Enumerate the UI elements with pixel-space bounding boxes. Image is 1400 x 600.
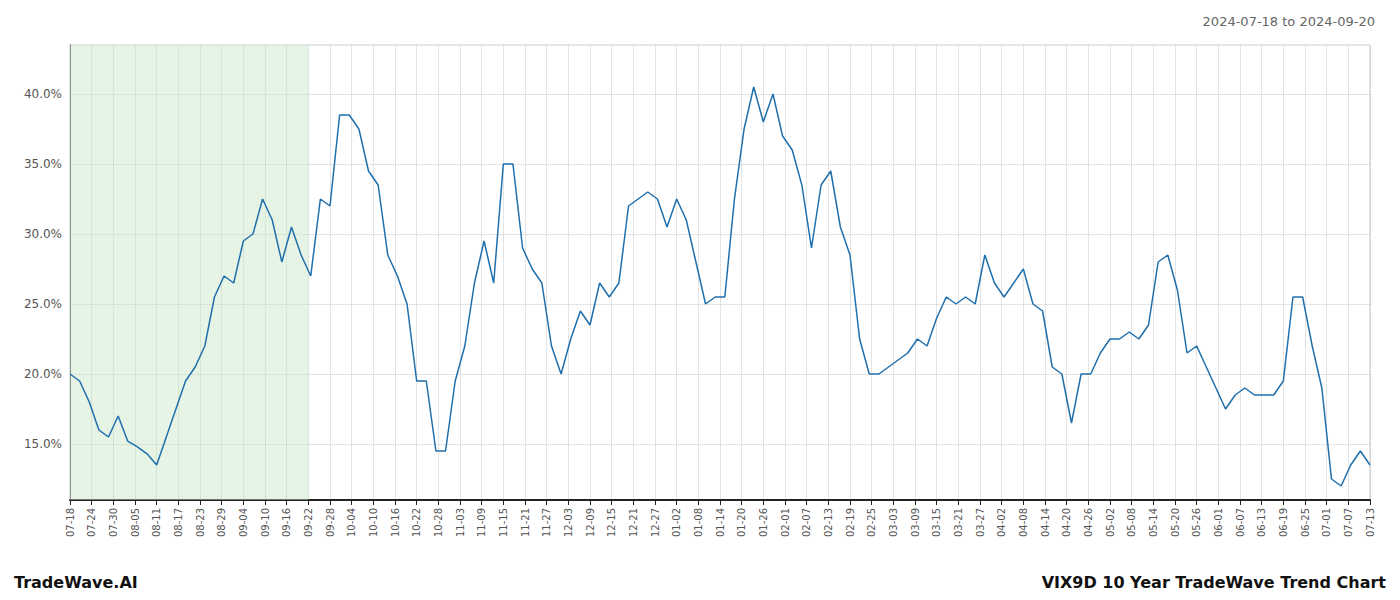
svg-text:09-28: 09-28	[325, 508, 336, 537]
svg-text:07-07: 07-07	[1343, 508, 1354, 537]
svg-text:12-21: 12-21	[628, 508, 639, 537]
svg-text:05-14: 05-14	[1148, 508, 1159, 537]
svg-text:07-18: 07-18	[65, 508, 76, 537]
svg-text:11-27: 11-27	[541, 508, 552, 537]
svg-text:01-02: 01-02	[671, 508, 682, 537]
svg-text:11-15: 11-15	[498, 508, 509, 537]
svg-text:11-21: 11-21	[520, 508, 531, 537]
svg-text:12-15: 12-15	[606, 508, 617, 537]
svg-text:10-04: 10-04	[346, 508, 357, 537]
svg-text:08-17: 08-17	[173, 508, 184, 537]
svg-text:09-16: 09-16	[281, 508, 292, 537]
svg-text:06-19: 06-19	[1278, 508, 1289, 537]
svg-text:04-08: 04-08	[1018, 508, 1029, 537]
svg-text:08-05: 08-05	[130, 508, 141, 537]
svg-text:10-10: 10-10	[368, 508, 379, 537]
svg-text:03-15: 03-15	[931, 508, 942, 537]
svg-text:03-09: 03-09	[910, 508, 921, 537]
svg-text:08-11: 08-11	[151, 508, 162, 537]
svg-text:40.0%: 40.0%	[24, 87, 62, 101]
svg-text:30.0%: 30.0%	[24, 227, 62, 241]
svg-text:01-14: 01-14	[715, 508, 726, 537]
svg-text:10-28: 10-28	[433, 508, 444, 537]
svg-text:2024-07-18 to 2024-09-20: 2024-07-18 to 2024-09-20	[1203, 14, 1375, 29]
svg-text:07-24: 07-24	[86, 508, 97, 537]
svg-text:12-09: 12-09	[585, 508, 596, 537]
svg-text:03-03: 03-03	[888, 508, 899, 537]
svg-text:11-09: 11-09	[476, 508, 487, 537]
svg-text:12-27: 12-27	[650, 508, 661, 537]
svg-text:20.0%: 20.0%	[24, 367, 62, 381]
svg-text:04-20: 04-20	[1061, 508, 1072, 537]
svg-text:06-01: 06-01	[1213, 508, 1224, 537]
svg-text:15.0%: 15.0%	[24, 437, 62, 451]
svg-text:05-02: 05-02	[1105, 508, 1116, 537]
svg-text:08-23: 08-23	[195, 508, 206, 537]
svg-text:09-22: 09-22	[303, 508, 314, 537]
svg-text:10-22: 10-22	[411, 508, 422, 537]
svg-text:08-29: 08-29	[216, 508, 227, 537]
svg-text:05-08: 05-08	[1126, 508, 1137, 537]
svg-text:11-03: 11-03	[455, 508, 466, 537]
svg-text:04-14: 04-14	[1040, 508, 1051, 537]
svg-text:03-27: 03-27	[975, 508, 986, 537]
svg-text:02-01: 02-01	[780, 508, 791, 537]
svg-text:TradeWave.AI: TradeWave.AI	[14, 573, 138, 592]
svg-text:04-26: 04-26	[1083, 508, 1094, 537]
svg-text:02-19: 02-19	[845, 508, 856, 537]
svg-text:04-02: 04-02	[996, 508, 1007, 537]
svg-text:35.0%: 35.0%	[24, 157, 62, 171]
svg-text:12-03: 12-03	[563, 508, 574, 537]
svg-text:07-13: 07-13	[1365, 508, 1376, 537]
svg-text:01-08: 01-08	[693, 508, 704, 537]
svg-text:01-26: 01-26	[758, 508, 769, 537]
svg-text:25.0%: 25.0%	[24, 297, 62, 311]
svg-text:06-07: 06-07	[1235, 508, 1246, 537]
svg-text:09-10: 09-10	[260, 508, 271, 537]
svg-text:05-26: 05-26	[1191, 508, 1202, 537]
svg-text:06-25: 06-25	[1300, 508, 1311, 537]
svg-text:09-04: 09-04	[238, 508, 249, 537]
svg-text:03-21: 03-21	[953, 508, 964, 537]
svg-text:07-01: 07-01	[1321, 508, 1332, 537]
svg-text:07-30: 07-30	[108, 508, 119, 537]
svg-text:01-20: 01-20	[736, 508, 747, 537]
svg-text:02-25: 02-25	[866, 508, 877, 537]
svg-text:06-13: 06-13	[1256, 508, 1267, 537]
svg-text:02-13: 02-13	[823, 508, 834, 537]
svg-text:02-07: 02-07	[801, 508, 812, 537]
svg-text:10-16: 10-16	[390, 508, 401, 537]
svg-text:05-20: 05-20	[1170, 508, 1181, 537]
svg-text:VIX9D 10 Year TradeWave Trend: VIX9D 10 Year TradeWave Trend Chart	[1042, 573, 1387, 592]
